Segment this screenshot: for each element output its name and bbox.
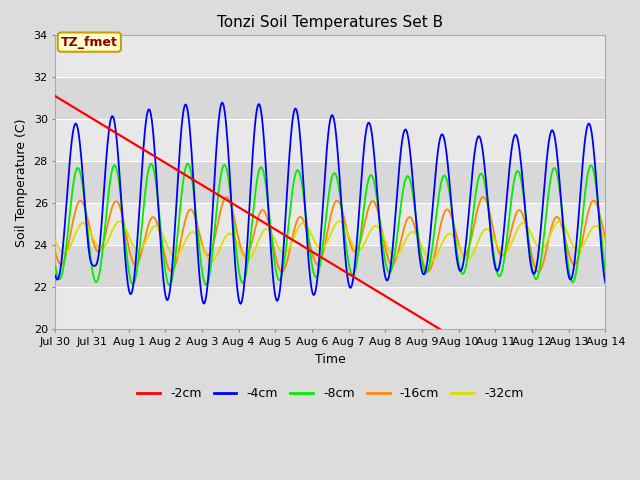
Bar bbox=[56, 204, 605, 245]
Bar bbox=[56, 288, 605, 329]
Bar bbox=[56, 245, 605, 288]
Title: Tonzi Soil Temperatures Set B: Tonzi Soil Temperatures Set B bbox=[218, 15, 444, 30]
Bar bbox=[56, 161, 605, 204]
Bar bbox=[56, 120, 605, 161]
Legend: -2cm, -4cm, -8cm, -16cm, -32cm: -2cm, -4cm, -8cm, -16cm, -32cm bbox=[132, 383, 528, 406]
Bar bbox=[56, 77, 605, 120]
Bar bbox=[56, 36, 605, 77]
X-axis label: Time: Time bbox=[315, 352, 346, 366]
Y-axis label: Soil Temperature (C): Soil Temperature (C) bbox=[15, 118, 28, 247]
Text: TZ_fmet: TZ_fmet bbox=[61, 36, 118, 48]
